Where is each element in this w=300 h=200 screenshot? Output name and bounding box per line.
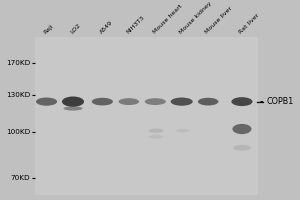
Ellipse shape: [198, 98, 218, 105]
Ellipse shape: [233, 145, 251, 151]
Ellipse shape: [118, 98, 139, 105]
Ellipse shape: [145, 98, 166, 105]
Text: Mouse kidney: Mouse kidney: [178, 1, 212, 35]
Ellipse shape: [63, 106, 82, 111]
Text: 70KD: 70KD: [11, 175, 30, 181]
Ellipse shape: [176, 129, 189, 133]
Ellipse shape: [62, 96, 84, 107]
Text: 130KD: 130KD: [6, 92, 30, 98]
Ellipse shape: [149, 129, 164, 133]
Text: A549: A549: [99, 20, 114, 35]
Ellipse shape: [232, 124, 251, 134]
Text: NIH3T3: NIH3T3: [125, 15, 145, 35]
Text: Raji: Raji: [43, 23, 55, 35]
Text: Mouse liver: Mouse liver: [205, 6, 234, 35]
Text: LO2: LO2: [70, 23, 82, 35]
Ellipse shape: [36, 98, 57, 106]
Ellipse shape: [149, 135, 164, 139]
Text: 170KD: 170KD: [6, 60, 30, 66]
Text: COPB1: COPB1: [267, 97, 294, 106]
Ellipse shape: [171, 98, 193, 106]
FancyBboxPatch shape: [35, 37, 258, 195]
Text: Mouse heart: Mouse heart: [152, 4, 183, 35]
Text: 100KD: 100KD: [6, 129, 30, 135]
Ellipse shape: [92, 98, 113, 105]
Text: Rat liver: Rat liver: [238, 13, 260, 35]
Ellipse shape: [231, 97, 253, 106]
